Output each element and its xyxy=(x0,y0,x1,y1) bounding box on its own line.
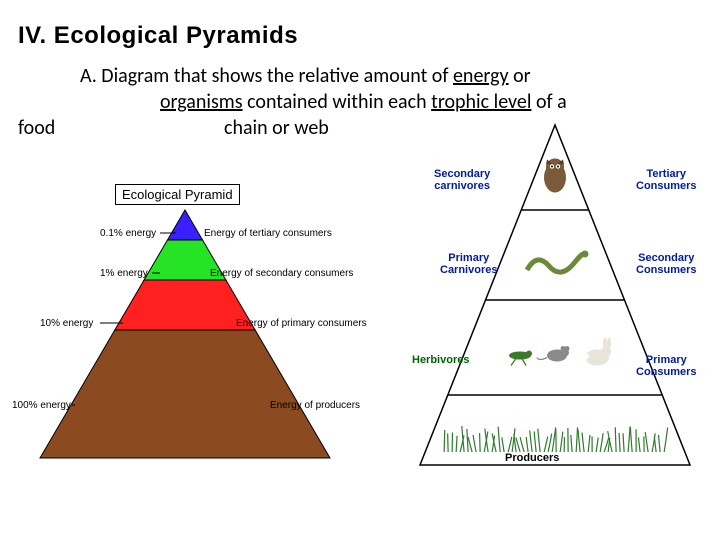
left-energy-label: 1% energy xyxy=(100,268,148,279)
left-consumer-label: Energy of tertiary consumers xyxy=(204,228,332,239)
right-right-label: SecondaryConsumers xyxy=(636,252,697,276)
left-energy-label: 10% energy xyxy=(40,318,93,329)
right-left-label: Producers xyxy=(505,452,559,464)
right-pyramid xyxy=(400,110,710,490)
page-title: IV. Ecological Pyramids xyxy=(18,22,298,50)
definition-line3: chain or web xyxy=(224,116,329,141)
definition-food: food xyxy=(18,116,55,141)
right-right-label: TertiaryConsumers xyxy=(636,168,697,192)
left-pyramid-title: Ecological Pyramid xyxy=(115,184,240,205)
definition-line1: A. Diagram that shows the relative amoun… xyxy=(80,64,531,89)
left-consumer-label: Energy of producers xyxy=(270,400,360,411)
owl-icon xyxy=(544,159,566,193)
left-pyramid xyxy=(0,170,360,490)
right-left-label: Herbivores xyxy=(412,354,469,366)
left-energy-label: 0.1% energy xyxy=(100,228,156,239)
right-left-label: Secondarycarnivores xyxy=(434,168,490,192)
left-energy-label: 100% energy xyxy=(12,400,71,411)
left-consumer-label: Energy of secondary consumers xyxy=(210,268,353,279)
heading-text: IV. Ecological Pyramids xyxy=(18,22,298,49)
left-consumer-label: Energy of primary consumers xyxy=(236,318,367,329)
right-left-label: PrimaryCarnivores xyxy=(440,252,497,276)
right-right-label: PrimaryConsumers xyxy=(636,354,697,378)
